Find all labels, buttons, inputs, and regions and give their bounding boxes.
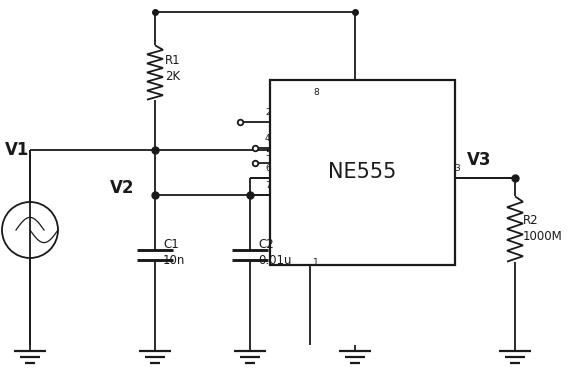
Text: 1000M: 1000M	[523, 230, 563, 243]
Text: V3: V3	[467, 151, 492, 169]
Text: 1: 1	[313, 258, 319, 267]
Text: 10n: 10n	[163, 255, 185, 267]
Bar	[270, 80, 455, 265]
Text: R1: R1	[165, 53, 180, 66]
Text: 8: 8	[313, 88, 319, 97]
Text: V1: V1	[5, 141, 29, 159]
Text: 4: 4	[265, 134, 271, 143]
Text: R2: R2	[523, 213, 539, 227]
Text: V2: V2	[110, 179, 135, 197]
Text: C1: C1	[163, 239, 179, 252]
Text: 2K: 2K	[165, 69, 180, 82]
Text: C2: C2	[258, 239, 274, 252]
Text: 0.01u: 0.01u	[258, 255, 291, 267]
Text: 5: 5	[265, 149, 271, 158]
Text: 6: 6	[265, 164, 271, 173]
Text: 3: 3	[454, 164, 460, 173]
Text: 2: 2	[265, 108, 271, 117]
Text: 7: 7	[265, 181, 271, 190]
Text: NE555: NE555	[328, 162, 397, 183]
